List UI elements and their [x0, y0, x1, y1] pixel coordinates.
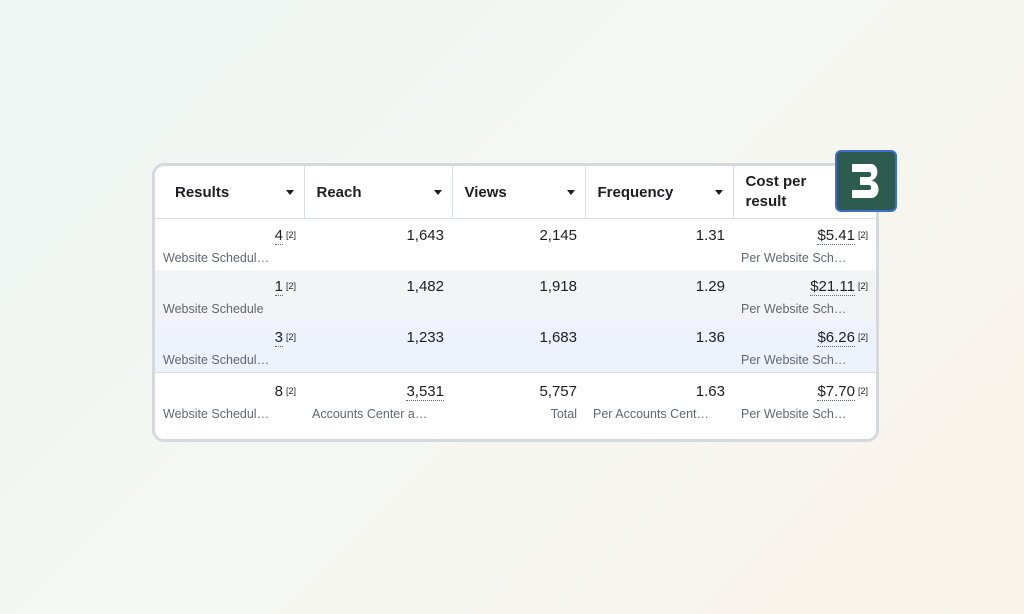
cell-cost: $6.26 [2] Per Website Sch…	[733, 321, 876, 373]
column-header-frequency[interactable]: Frequency	[585, 166, 734, 219]
cell-cost: $21.11 [2] Per Website Sch…	[733, 270, 876, 321]
table-total-row: 8 [2] Website Schedul… 3,531 Accounts Cen…	[155, 372, 876, 439]
cost-type-label: Per Website Sch…	[741, 251, 847, 265]
cost-value[interactable]: $5.41	[817, 227, 855, 245]
total-reach: 3,531 Accounts Center a…	[304, 372, 452, 439]
cell-frequency: 1.29	[585, 270, 733, 321]
cell-views: 1,918	[452, 270, 585, 321]
results-table: Results Reach Views Frequency Cost per r…	[155, 166, 876, 439]
cell-reach: 1,233	[304, 321, 452, 373]
total-cost: $7.70 [2] Per Website Sch…	[733, 372, 876, 439]
column-header-reach[interactable]: Reach	[304, 166, 453, 219]
brand-logo	[835, 150, 897, 212]
sort-caret-icon[interactable]	[566, 190, 575, 195]
results-type-label: Website Schedul…	[163, 251, 270, 265]
total-views: 5,757 Total	[452, 372, 585, 439]
attribution-sup: [2]	[285, 332, 296, 342]
results-value[interactable]: 4	[274, 227, 283, 245]
cell-reach: 1,482	[304, 270, 452, 321]
results-value[interactable]: 1	[274, 278, 283, 296]
cost-value[interactable]: $21.11	[810, 278, 855, 296]
attribution-sup: [2]	[285, 386, 296, 396]
results-value[interactable]: 3	[274, 329, 283, 347]
cost-type-label: Per Website Sch…	[741, 353, 847, 367]
B-logo-icon	[852, 164, 879, 198]
results-type-label: Website Schedule	[163, 302, 264, 316]
table-row[interactable]: 3 [2] Website Schedul… 1,233 1,683 1.36 $…	[155, 321, 876, 373]
table-header-row: Results Reach Views Frequency Cost per r…	[155, 166, 876, 219]
total-results: 8 [2] Website Schedul…	[155, 372, 304, 439]
attribution-sup: [2]	[857, 230, 868, 240]
table-row[interactable]: 1 [2] Website Schedule 1,482 1,918 1.29 $…	[155, 270, 876, 321]
results-type-label: Website Schedul…	[163, 353, 270, 367]
cell-results: 4 [2] Website Schedul…	[155, 218, 304, 270]
cost-value[interactable]: $6.26	[817, 329, 855, 347]
results-type-label: Website Schedul…	[163, 407, 270, 421]
cell-frequency: 1.31	[585, 218, 733, 270]
cell-cost: $5.41 [2] Per Website Sch…	[733, 218, 876, 270]
sort-caret-icon[interactable]	[285, 190, 294, 195]
table-row[interactable]: 4 [2] Website Schedul… 1,643 2,145 1.31 $…	[155, 218, 876, 270]
column-header-views[interactable]: Views	[452, 166, 586, 219]
sort-caret-icon[interactable]	[714, 190, 723, 195]
attribution-sup: [2]	[285, 281, 296, 291]
cost-type-label: Per Website Sch…	[741, 302, 847, 316]
attribution-sup: [2]	[857, 386, 868, 396]
attribution-sup: [2]	[857, 332, 868, 342]
cell-views: 2,145	[452, 218, 585, 270]
cell-views: 1,683	[452, 321, 585, 373]
cell-results: 1 [2] Website Schedule	[155, 270, 304, 321]
attribution-sup: [2]	[857, 281, 868, 291]
column-header-results[interactable]: Results	[155, 166, 305, 219]
attribution-sup: [2]	[285, 230, 296, 240]
cell-frequency: 1.36	[585, 321, 733, 373]
sort-caret-icon[interactable]	[433, 190, 442, 195]
cell-results: 3 [2] Website Schedul…	[155, 321, 304, 373]
ads-results-table-card: Results Reach Views Frequency Cost per r…	[152, 163, 879, 442]
cell-reach: 1,643	[304, 218, 452, 270]
total-frequency: 1.63 Per Accounts Cent…	[585, 372, 733, 439]
